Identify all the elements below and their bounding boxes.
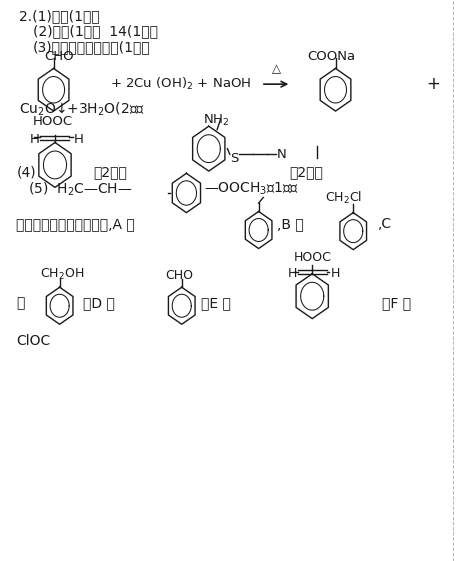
Text: H: H — [29, 132, 39, 146]
Text: （2分）: （2分） — [289, 165, 323, 179]
Text: CHO: CHO — [165, 269, 193, 282]
Text: N: N — [277, 148, 287, 161]
Text: ,B 为: ,B 为 — [277, 218, 304, 231]
Text: 、F 为: 、F 为 — [382, 296, 411, 310]
Text: NH$_2$: NH$_2$ — [203, 113, 229, 128]
Text: (4): (4) — [16, 165, 36, 179]
Text: (5)  H$_2$C—CH—: (5) H$_2$C—CH— — [28, 180, 132, 198]
Text: 、D 为: 、D 为 — [83, 296, 115, 310]
Text: H: H — [74, 132, 83, 146]
Text: S: S — [230, 152, 238, 165]
Text: COONa: COONa — [308, 50, 356, 63]
Text: (2)羟基(1分）  14(1分）: (2)羟基(1分） 14(1分） — [33, 25, 158, 38]
Text: H: H — [288, 267, 297, 280]
Text: 为: 为 — [16, 296, 25, 310]
Text: 【解析】由合成路线可知,A 为: 【解析】由合成路线可知,A 为 — [16, 218, 135, 231]
Text: （2分）: （2分） — [93, 165, 127, 179]
Text: CHO: CHO — [44, 50, 74, 63]
Text: HOOC: HOOC — [33, 115, 73, 128]
Text: 、E 为: 、E 为 — [201, 296, 231, 310]
Text: ,C: ,C — [377, 218, 391, 231]
Text: + 2Cu (OH)$_2$ + NaOH: + 2Cu (OH)$_2$ + NaOH — [110, 76, 251, 92]
Text: CH$_2$OH: CH$_2$OH — [40, 267, 84, 282]
Text: HOOC: HOOC — [294, 251, 331, 264]
Text: Cu$_2$O↓+3H$_2$O(2分）: Cu$_2$O↓+3H$_2$O(2分） — [19, 100, 145, 118]
Text: —OOCH$_3$（1偠）: —OOCH$_3$（1偠） — [204, 181, 298, 197]
Text: +: + — [426, 75, 440, 93]
Text: (3)有砖红色沉淠生成(1分）: (3)有砖红色沉淠生成(1分） — [33, 40, 151, 54]
Text: △: △ — [272, 62, 281, 75]
Text: 2.(1)甲苯(1分）: 2.(1)甲苯(1分） — [19, 9, 99, 22]
Text: ClOC: ClOC — [16, 334, 50, 348]
Text: CH$_2$Cl: CH$_2$Cl — [325, 190, 363, 206]
Text: H: H — [331, 267, 340, 280]
